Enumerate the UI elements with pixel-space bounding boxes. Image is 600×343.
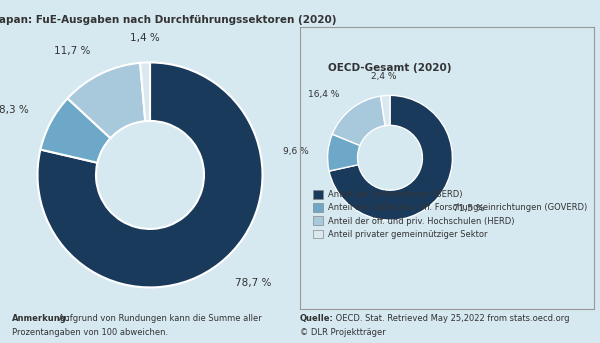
Wedge shape: [68, 63, 145, 138]
Wedge shape: [140, 62, 150, 121]
Text: 11,7 %: 11,7 %: [54, 46, 91, 56]
Legend: Anteil der Unternehmen (BERD), Anteil der außeruniv. öff. Forschungseinrichtunge: Anteil der Unternehmen (BERD), Anteil de…: [310, 187, 590, 242]
Wedge shape: [329, 95, 452, 220]
Text: Quelle:: Quelle:: [300, 314, 334, 323]
Text: 9,6 %: 9,6 %: [283, 147, 309, 156]
Text: 1,4 %: 1,4 %: [130, 33, 160, 43]
Wedge shape: [40, 98, 110, 163]
Text: 8,3 %: 8,3 %: [0, 105, 29, 115]
Wedge shape: [332, 96, 385, 145]
Text: © DLR Projektträger: © DLR Projektträger: [300, 328, 386, 336]
Wedge shape: [37, 62, 263, 287]
Wedge shape: [328, 134, 360, 171]
Text: 2,4 %: 2,4 %: [371, 72, 396, 81]
Title: OECD-Gesamt (2020): OECD-Gesamt (2020): [328, 63, 452, 73]
Wedge shape: [380, 95, 390, 126]
Text: Prozentangaben von 100 abweichen.: Prozentangaben von 100 abweichen.: [12, 328, 168, 336]
Text: 16,4 %: 16,4 %: [308, 90, 340, 99]
Text: Aufgrund von Rundungen kann die Summe aller: Aufgrund von Rundungen kann die Summe al…: [56, 314, 262, 323]
Text: 71,5 %: 71,5 %: [454, 204, 485, 213]
Text: 78,7 %: 78,7 %: [235, 277, 272, 287]
Text: Anmerkung:: Anmerkung:: [12, 314, 70, 323]
Text: Japan: FuE-Ausgaben nach Durchführungssektoren (2020): Japan: FuE-Ausgaben nach Durchführungsse…: [0, 15, 337, 25]
Text: OECD. Stat. Retrieved May 25,2022 from stats.oecd.org: OECD. Stat. Retrieved May 25,2022 from s…: [333, 314, 569, 323]
